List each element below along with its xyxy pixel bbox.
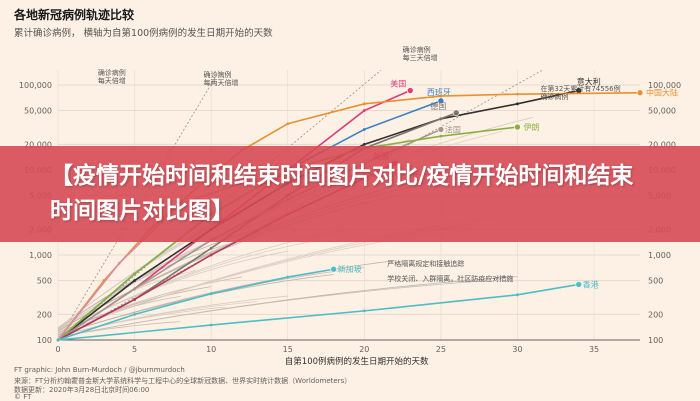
doubling-label: 每天倍增	[98, 76, 126, 85]
y-tick-label-left: 100	[37, 336, 52, 345]
series-end-marker	[437, 97, 445, 105]
series-end-marker	[406, 87, 414, 94]
background-country-line	[57, 250, 288, 333]
doubling-label: 确诊病例	[98, 68, 126, 77]
background-country-line	[57, 231, 441, 335]
x-tick-label: 5	[132, 345, 137, 354]
series-point	[133, 279, 136, 282]
y-tick-label-right: 200	[648, 310, 663, 319]
x-tick-label: 0	[55, 345, 60, 354]
x-tick-label: 30	[512, 345, 522, 354]
y-tick-label-left: 200	[37, 310, 52, 319]
series-end-marker	[514, 123, 521, 131]
chart-subtitle: 累计确诊病例， 横轴为自第100例病例的发生日期开始的天数	[14, 28, 273, 39]
series-point	[439, 94, 443, 98]
x-tick-label: 15	[283, 345, 293, 354]
series-label: 意大利	[577, 77, 601, 87]
y-tick-label-right: 100,000	[648, 81, 681, 90]
series-end-marker	[636, 89, 644, 97]
credit-update: 数据更新：2020年3月28日北京时间06:00	[14, 386, 150, 394]
annotation-text: 严格隔离规定和接触追踪	[387, 259, 464, 268]
series-label: 法国	[445, 124, 461, 134]
doubling-label: 确诊病例	[204, 70, 232, 79]
series-point	[117, 261, 121, 265]
y-tick-label-left: 100,000	[19, 81, 52, 90]
series-label: 伊朗	[523, 122, 539, 132]
doubling-label: 确诊病例	[403, 45, 431, 54]
series-label: 西班牙	[427, 87, 451, 97]
x-tick-label: 20	[359, 345, 369, 354]
series-point	[362, 128, 366, 131]
credit-ft: © FT	[14, 393, 32, 401]
series-point	[133, 272, 136, 276]
series-label: 中国大陆	[646, 88, 678, 98]
title-banner: 【疫情开始时间和结束时间图片对比/疫情开始时间和结束时间图片对比图】	[0, 146, 700, 242]
annotation-text: 学校关闭、入群隔离，社区防疫应对措施	[387, 274, 513, 283]
series-end-marker	[575, 281, 583, 288]
series-point	[362, 309, 366, 313]
series-point	[133, 313, 136, 316]
y-tick-label-left: 1,000	[29, 251, 52, 260]
series-point	[362, 142, 366, 146]
y-tick-label-right: 50,000	[648, 107, 676, 116]
y-tick-label-right: 1,000	[648, 251, 671, 260]
series-point	[133, 287, 136, 291]
series-point	[209, 323, 213, 327]
series-point	[209, 253, 213, 257]
series-point	[286, 122, 290, 126]
series-label: 香港	[583, 279, 599, 289]
x-tick-label: 35	[589, 345, 599, 354]
y-tick-label-right: 100	[648, 336, 663, 345]
series-point	[133, 298, 136, 301]
series-label: 美国	[390, 79, 406, 89]
series-point	[362, 102, 366, 106]
credit-source: 来源：FT分析约翰霍普金斯大学系统科学与工程中心的全球新冠数据、世界实时统计数据…	[14, 377, 352, 385]
credit-graphic: FT graphic: John Burn-Murdoch / @jburnmu…	[14, 366, 185, 374]
series-point	[362, 109, 366, 112]
y-tick-label-left: 500	[37, 277, 52, 286]
x-tick-label: 10	[206, 345, 216, 354]
series-point	[516, 92, 519, 96]
series-point	[56, 338, 60, 342]
series-point	[286, 275, 290, 279]
chart-title: 各地新冠病例轨迹比较	[14, 8, 135, 22]
doubling-label: 每三天倍增	[403, 53, 438, 62]
x-axis-label: 自第100例病例的发生日期开始的天数	[285, 356, 429, 367]
series-point	[439, 117, 443, 121]
background-country-line	[57, 280, 487, 338]
annotation-text: 在第32天累计有74556例	[540, 84, 620, 93]
background-country-line	[57, 306, 227, 337]
y-tick-label-right: 20,000	[648, 140, 676, 149]
series-point	[209, 292, 213, 296]
y-tick-label-right: 500	[648, 277, 663, 286]
annotation-text: 确诊病例	[540, 92, 568, 101]
y-tick-label-left: 50,000	[24, 107, 52, 116]
y-tick-label-left: 20,000	[24, 140, 52, 149]
series-end-marker	[452, 109, 460, 117]
series-point	[516, 102, 519, 106]
series-label: 新加坡	[338, 264, 362, 274]
series-end-marker	[330, 265, 337, 273]
series-point	[516, 293, 519, 297]
doubling-label: 每两天倍增	[204, 78, 239, 87]
series-label: 德国	[430, 101, 446, 111]
banner-text: 【疫情开始时间和结束时间图片对比/疫情开始时间和结束时间图片对比图】	[50, 163, 634, 224]
series-end-marker	[437, 126, 445, 133]
series-point	[439, 134, 443, 138]
x-tick-label: 25	[436, 345, 446, 354]
series-point	[209, 246, 213, 250]
